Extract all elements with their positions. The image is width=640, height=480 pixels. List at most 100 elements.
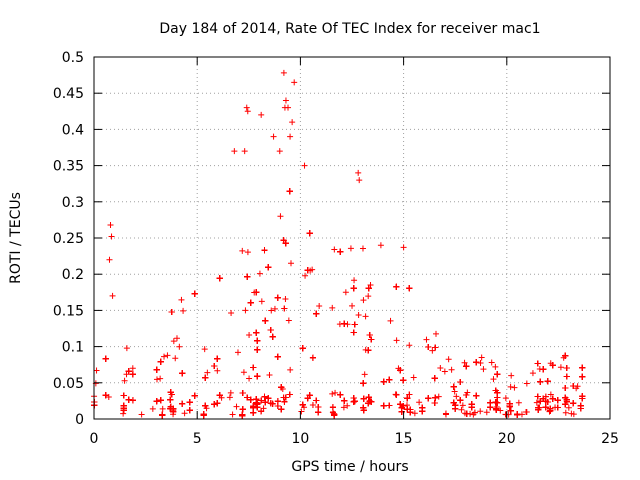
data-point — [411, 410, 418, 417]
data-point — [234, 349, 241, 356]
data-point — [464, 389, 471, 396]
data-point — [435, 393, 442, 400]
grid-layer — [94, 57, 610, 419]
data-point — [503, 411, 510, 418]
data-point — [301, 404, 308, 411]
data-point — [448, 366, 455, 373]
data-point — [360, 297, 367, 304]
data-point — [437, 365, 444, 372]
data-point — [105, 393, 112, 400]
data-point — [367, 281, 374, 288]
data-point — [226, 394, 233, 401]
data-point — [329, 390, 336, 397]
data-point — [344, 402, 351, 409]
data-point — [176, 343, 183, 350]
data-point — [429, 347, 436, 354]
data-point — [546, 408, 553, 415]
data-point — [347, 245, 354, 252]
data-point — [298, 408, 305, 415]
data-point — [523, 380, 530, 387]
data-point — [478, 354, 485, 361]
data-point — [170, 338, 177, 345]
data-point — [227, 389, 234, 396]
data-point — [502, 395, 509, 402]
data-point — [228, 310, 235, 317]
data-point — [547, 391, 554, 398]
data-point — [507, 383, 514, 390]
data-point — [332, 389, 339, 396]
data-point — [471, 409, 478, 416]
data-point — [445, 356, 452, 363]
data-point — [181, 410, 188, 417]
data-point — [203, 405, 210, 412]
data-point — [120, 410, 127, 417]
data-point — [359, 245, 366, 252]
data-point — [229, 411, 236, 418]
data-point — [349, 302, 356, 309]
data-point — [161, 353, 168, 360]
data-point — [340, 404, 347, 411]
data-point — [565, 404, 572, 411]
data-point — [138, 411, 145, 418]
data-point — [529, 370, 536, 377]
data-point — [483, 409, 490, 416]
data-point — [568, 410, 575, 417]
data-point — [214, 367, 221, 374]
data-point — [562, 409, 569, 416]
data-point — [302, 272, 309, 279]
data-point — [387, 317, 394, 324]
data-point — [511, 384, 518, 391]
data-point — [316, 303, 323, 310]
data-point — [153, 376, 160, 383]
data-point — [93, 367, 100, 374]
data-point — [451, 388, 458, 395]
data-point — [488, 359, 495, 366]
data-point — [282, 296, 289, 303]
data-point — [331, 246, 338, 253]
data-point — [416, 399, 423, 406]
data-point — [180, 307, 187, 314]
data-point — [557, 364, 564, 371]
data-point — [246, 375, 253, 382]
data-point — [458, 406, 465, 413]
data-point — [258, 298, 265, 305]
data-point — [410, 374, 417, 381]
data-point — [342, 289, 349, 296]
data-point — [129, 365, 136, 372]
data-point — [492, 363, 499, 370]
data-point — [351, 277, 358, 284]
data-point — [178, 296, 185, 303]
data-point — [433, 330, 440, 337]
data-point — [159, 405, 166, 412]
data-point — [361, 371, 368, 378]
data-point — [260, 405, 267, 412]
data-point — [533, 399, 540, 406]
data-point — [266, 372, 273, 379]
data-point — [123, 345, 130, 352]
data-point — [497, 407, 504, 414]
data-point — [523, 408, 530, 415]
data-point — [362, 313, 369, 320]
data-point — [480, 366, 487, 373]
data-point — [508, 372, 515, 379]
data-point — [240, 369, 247, 376]
data-point — [515, 399, 522, 406]
data-point — [285, 317, 292, 324]
data-point — [277, 213, 284, 220]
data-point — [423, 336, 430, 343]
data-point — [287, 366, 294, 373]
data-point — [268, 307, 275, 314]
data-point — [164, 352, 171, 359]
data-point — [172, 355, 179, 362]
data-point — [204, 369, 211, 376]
data-point — [459, 402, 466, 409]
data-point — [477, 360, 484, 367]
data-point — [490, 376, 497, 383]
data-point — [406, 342, 413, 349]
data-point — [453, 393, 460, 400]
data-point — [329, 304, 336, 311]
chart-title: Day 184 of 2014, Rate Of TEC Index for r… — [159, 21, 540, 37]
data-point — [244, 249, 251, 256]
data-points — [91, 69, 586, 419]
